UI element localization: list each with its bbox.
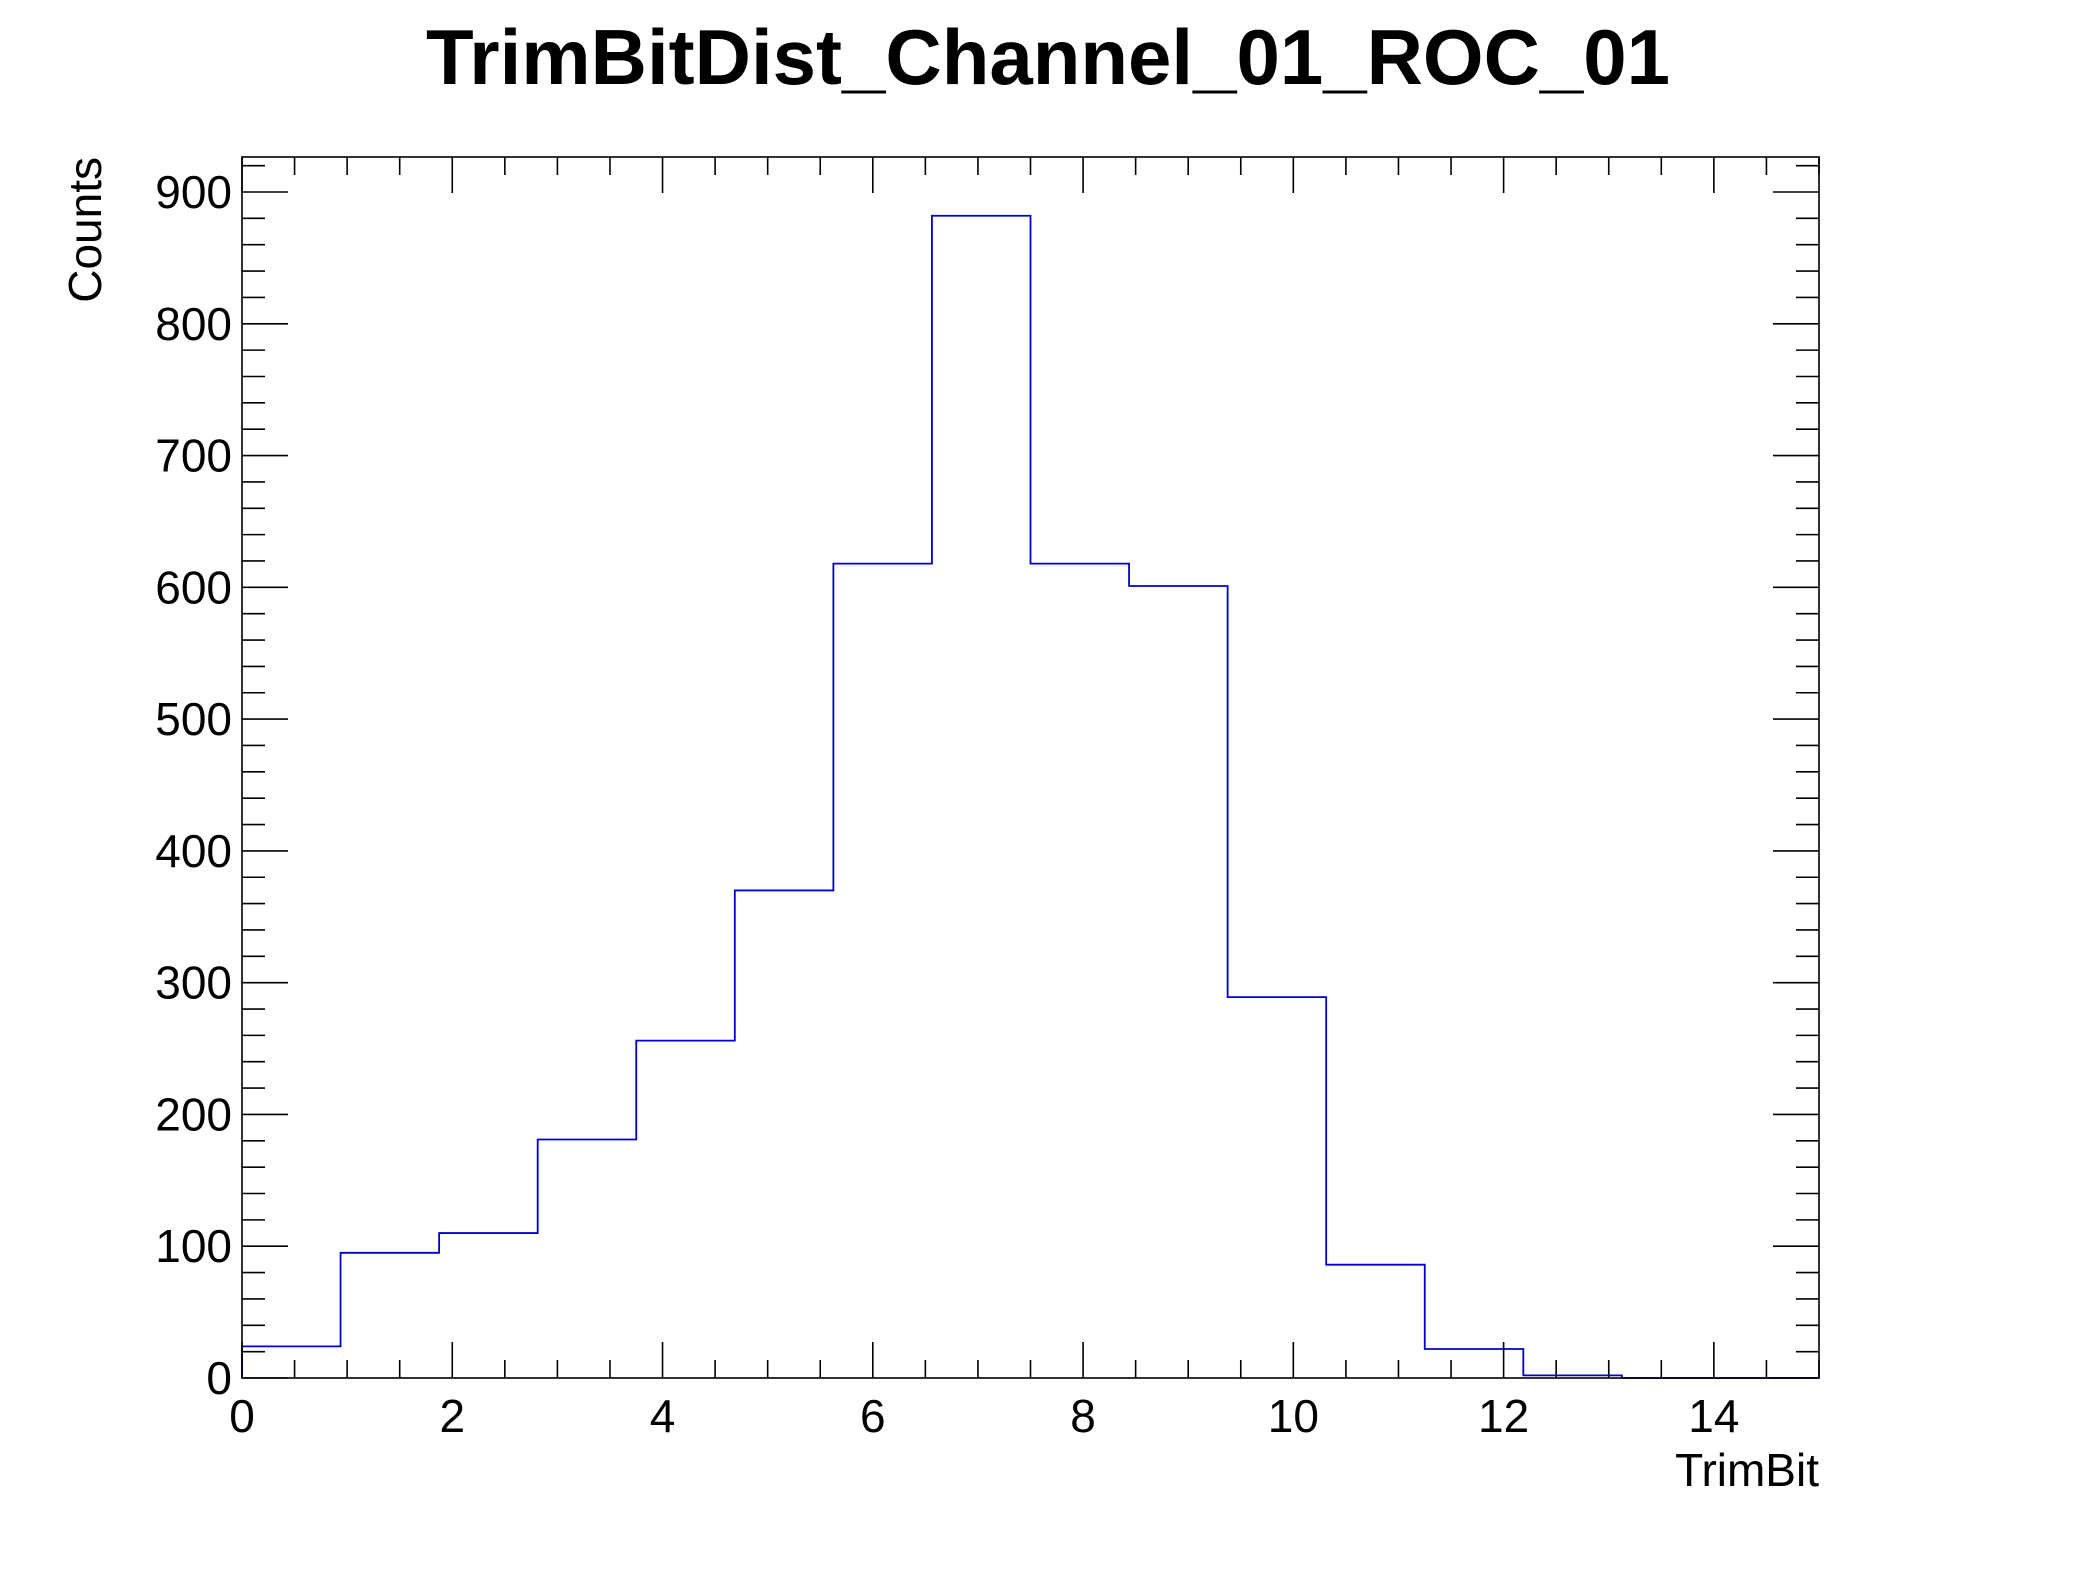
y-tick-label: 300 — [155, 957, 232, 1009]
y-tick-label: 800 — [155, 298, 232, 350]
x-tick-label: 8 — [1070, 1390, 1096, 1442]
y-tick-label: 400 — [155, 825, 232, 877]
x-tick-label: 2 — [439, 1390, 465, 1442]
x-tick-label: 14 — [1688, 1390, 1739, 1442]
chart-title: TrimBitDist_Channel_01_ROC_01 — [426, 13, 1670, 101]
plot-frame — [241, 156, 1820, 1379]
y-tick-label: 600 — [155, 561, 232, 613]
y-tick-labels: 0 100 200 300 400 500 600 700 800 900 — [155, 166, 232, 1404]
x-tick-label: 4 — [650, 1390, 676, 1442]
y-tick-label: 100 — [155, 1220, 232, 1272]
x-axis-label: TrimBit — [1675, 1444, 1819, 1496]
histogram-series-line — [241, 214, 1819, 1379]
y-tick-label: 900 — [155, 166, 232, 218]
x-tick-label: 12 — [1478, 1390, 1529, 1442]
y-tick-label: 500 — [155, 693, 232, 745]
y-tick-label: 700 — [155, 430, 232, 482]
y-axis-label: Counts — [59, 157, 111, 303]
x-tick-labels: 0 2 4 6 8 10 12 14 — [229, 1390, 1739, 1442]
x-tick-label: 10 — [1268, 1390, 1319, 1442]
y-tick-label: 200 — [155, 1088, 232, 1140]
axis-ticks — [241, 157, 1820, 1379]
x-tick-label: 0 — [229, 1390, 255, 1442]
y-tick-label: 0 — [206, 1352, 232, 1404]
x-tick-label: 6 — [860, 1390, 886, 1442]
